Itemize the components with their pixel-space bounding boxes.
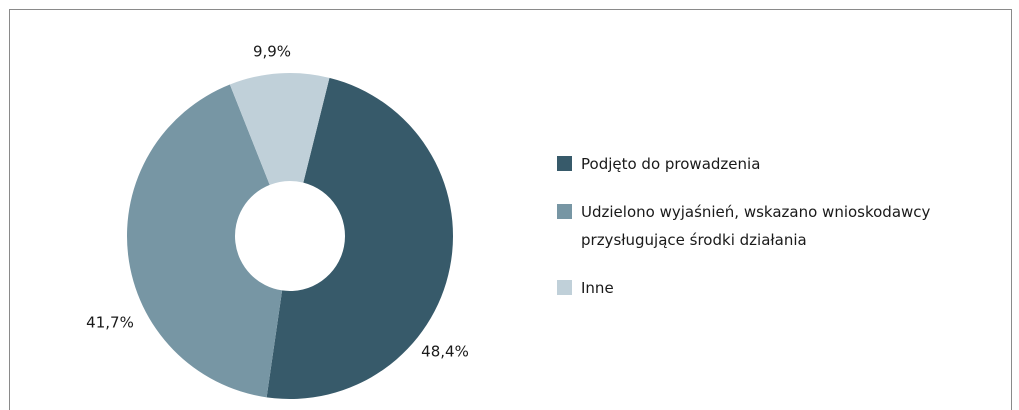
frame: [9, 9, 1012, 410]
donut-slice: [229, 73, 330, 185]
donut-slice: [266, 77, 453, 399]
legend-swatch: [557, 204, 572, 219]
data-label: 48,4%: [421, 343, 469, 361]
legend-label: Inne: [581, 279, 614, 297]
legend-item: Udzielono wyjaśnień, wskazano wnioskodaw…: [557, 198, 977, 254]
donut-slice: [126, 84, 283, 398]
data-label: 41,7%: [86, 314, 134, 332]
legend-label: Podjęto do prowadzenia: [581, 155, 761, 173]
legend-item: Inne: [557, 274, 977, 302]
legend-item: Podjęto do prowadzenia: [557, 150, 977, 178]
legend-label: Udzielono wyjaśnień, wskazano wnioskodaw…: [581, 203, 931, 249]
legend-swatch: [557, 280, 572, 295]
legend: Podjęto do prowadzenia Udzielono wyjaśnie…: [557, 150, 977, 322]
legend-swatch: [557, 156, 572, 171]
data-label: 9,9%: [253, 43, 291, 61]
